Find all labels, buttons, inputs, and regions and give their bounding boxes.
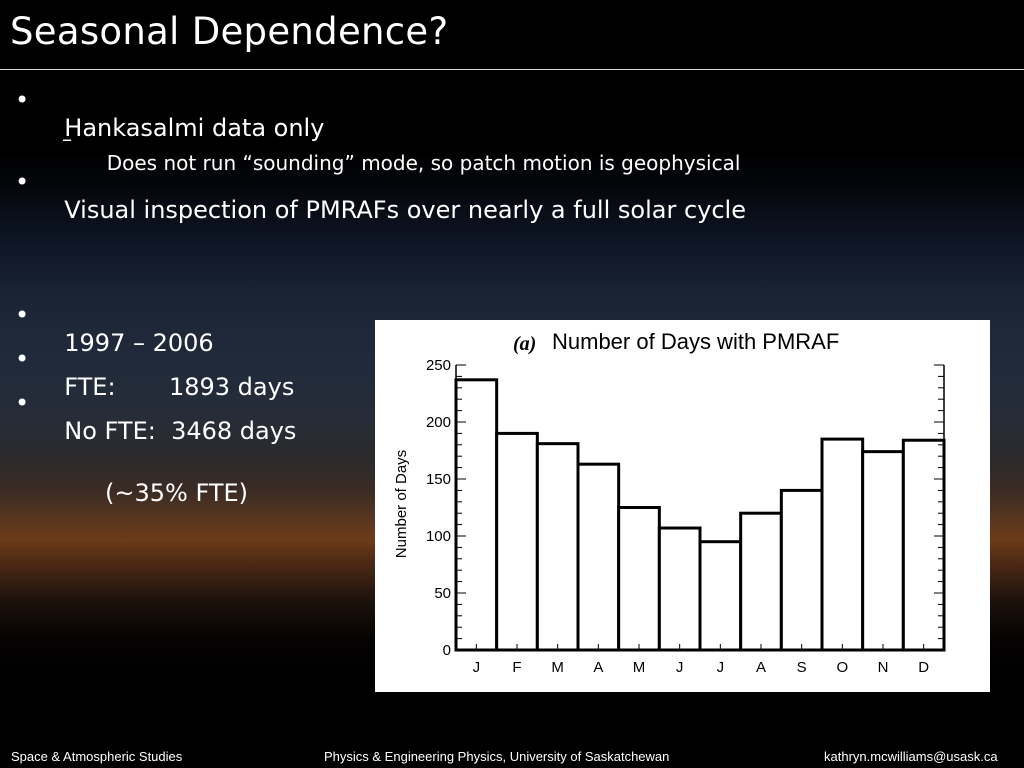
bullet-dot: •	[15, 345, 30, 373]
chart-title: Number of Days with PMRAF	[552, 329, 839, 354]
bar-m-4	[617, 506, 661, 652]
bullet-dot: •	[15, 168, 30, 196]
footer-left: Space & Atmospheric Studies	[11, 749, 183, 764]
x-tick-label: N	[878, 659, 889, 676]
bar-m-2	[535, 442, 580, 652]
x-tick-label: J	[473, 659, 481, 676]
bullet-item: • 1997 – 2006	[15, 301, 214, 357]
bar-n-10	[861, 450, 905, 652]
chart-title-prefix: (a)	[513, 333, 536, 355]
sub-bullet-text: Does not run “sounding” mode, so patch m…	[106, 151, 741, 175]
y-tick-label: 150	[426, 471, 451, 488]
chart-panel: (a) Number of Days with PMRAF Number of …	[375, 320, 990, 692]
bullet-item: • FTE: 1893 days	[15, 345, 295, 401]
sub-bullet-dash: –	[62, 127, 72, 151]
x-tick-label: M	[633, 659, 646, 676]
bullet-text: No FTE: 3468 days	[64, 417, 297, 445]
y-axis-label: Number of Days	[393, 450, 410, 558]
x-tick-label: M	[551, 659, 564, 676]
bullet-dot: •	[15, 86, 30, 114]
bar-d-11	[901, 438, 946, 652]
x-tick-label: O	[836, 659, 848, 676]
bar-a-7	[739, 511, 783, 652]
bullet-text: Visual inspection of PMRAFs over nearly …	[64, 196, 746, 224]
bar-j-0	[454, 378, 499, 652]
bar-chart: (a) Number of Days with PMRAF Number of …	[393, 329, 946, 676]
percentage-note: (~35% FTE)	[105, 479, 249, 507]
bar-o-9	[820, 437, 865, 652]
bullet-item: • Visual inspection of PMRAFs over nearly…	[15, 168, 746, 224]
footer-right: kathryn.mcwilliams@usask.ca	[824, 749, 998, 764]
bullet-item: • No FTE: 3468 days	[15, 389, 297, 445]
bar-f-1	[495, 431, 539, 652]
y-tick-label: 200	[426, 414, 451, 431]
x-tick-label: D	[918, 659, 929, 676]
bullet-text: 1997 – 2006	[64, 329, 214, 357]
y-tick-label: 50	[434, 585, 451, 602]
x-tick-label: F	[512, 659, 521, 676]
bar-s-8	[779, 488, 824, 652]
x-tick-label: J	[717, 659, 725, 676]
title-divider	[0, 69, 1024, 70]
bullet-text: FTE: 1893 days	[64, 373, 295, 401]
sub-bullet-item: – Does not run “sounding” mode, so patch …	[62, 127, 741, 175]
y-tick-label: 100	[426, 528, 451, 545]
x-tick-label: A	[756, 659, 766, 676]
bullet-dot: •	[15, 301, 30, 329]
x-tick-label: S	[797, 659, 807, 676]
bar-j-5	[657, 526, 702, 652]
slide-title: Seasonal Dependence?	[10, 10, 449, 53]
bar-j-6	[698, 540, 743, 652]
bullet-text: Hankasalmi data only	[64, 114, 325, 142]
bar-a-3	[576, 462, 621, 652]
bullet-dot: •	[15, 389, 30, 417]
x-tick-label: A	[593, 659, 603, 676]
bullet-item: • Hankasalmi data only	[15, 86, 325, 142]
y-tick-label: 0	[443, 642, 451, 659]
x-tick-label: J	[676, 659, 684, 676]
footer-center: Physics & Engineering Physics, Universit…	[324, 749, 670, 764]
y-tick-label: 250	[426, 357, 451, 374]
